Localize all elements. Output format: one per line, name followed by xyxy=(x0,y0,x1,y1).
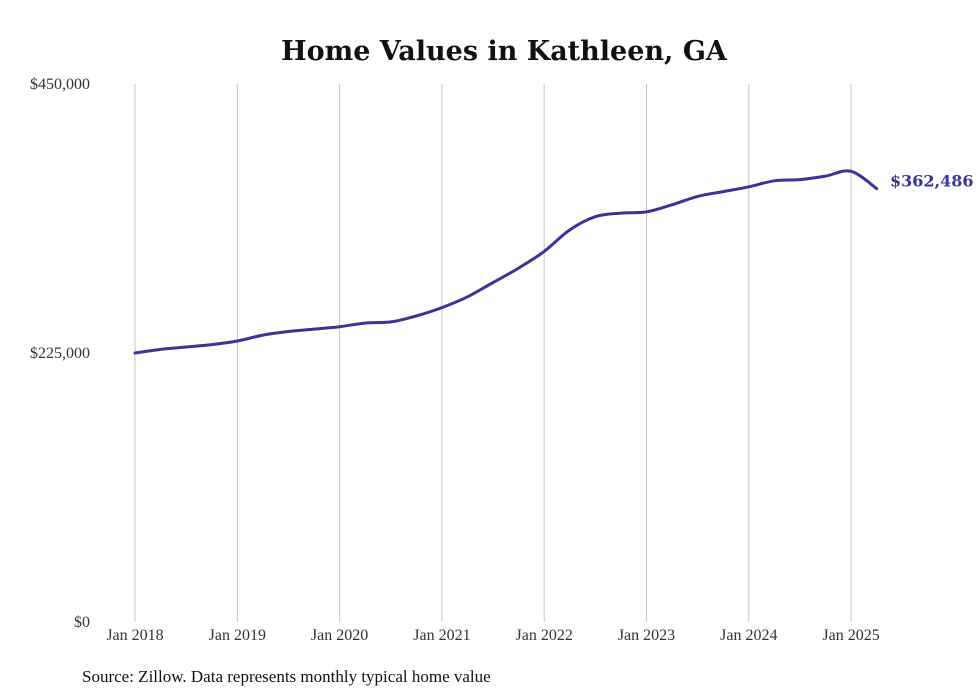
y-tick-label: $450,000 xyxy=(30,76,90,93)
grid-lines xyxy=(134,84,852,622)
last-value-label: $362,486 xyxy=(890,172,974,191)
x-tick-label: Jan 2024 xyxy=(720,627,777,644)
chart-title: Home Values in Kathleen, GA xyxy=(281,36,728,67)
y-tick-label: $225,000 xyxy=(30,345,90,362)
series-group xyxy=(133,169,879,355)
x-tick-label: Jan 2025 xyxy=(822,627,879,644)
x-tick-label: Jan 2022 xyxy=(516,627,573,644)
x-tick-label: Jan 2018 xyxy=(106,627,163,644)
series-line xyxy=(133,169,879,355)
x-tick-label: Jan 2020 xyxy=(311,627,368,644)
x-tick-label: Jan 2021 xyxy=(413,627,470,644)
x-tick-label: Jan 2023 xyxy=(618,627,675,644)
y-axis-ticks: $0 $225,000 $450,000 xyxy=(30,76,90,631)
x-tick-label: Jan 2019 xyxy=(209,627,266,644)
x-axis-ticks: Jan 2018 Jan 2019 Jan 2020 Jan 2021 Jan 2022… xyxy=(106,627,879,644)
source-note: Source: Zillow. Data represents monthly … xyxy=(82,667,491,686)
line-chart: Home Values in Kathleen, GA $0 $225,000 $4… xyxy=(30,36,974,644)
y-tick-label: $0 xyxy=(74,614,90,631)
